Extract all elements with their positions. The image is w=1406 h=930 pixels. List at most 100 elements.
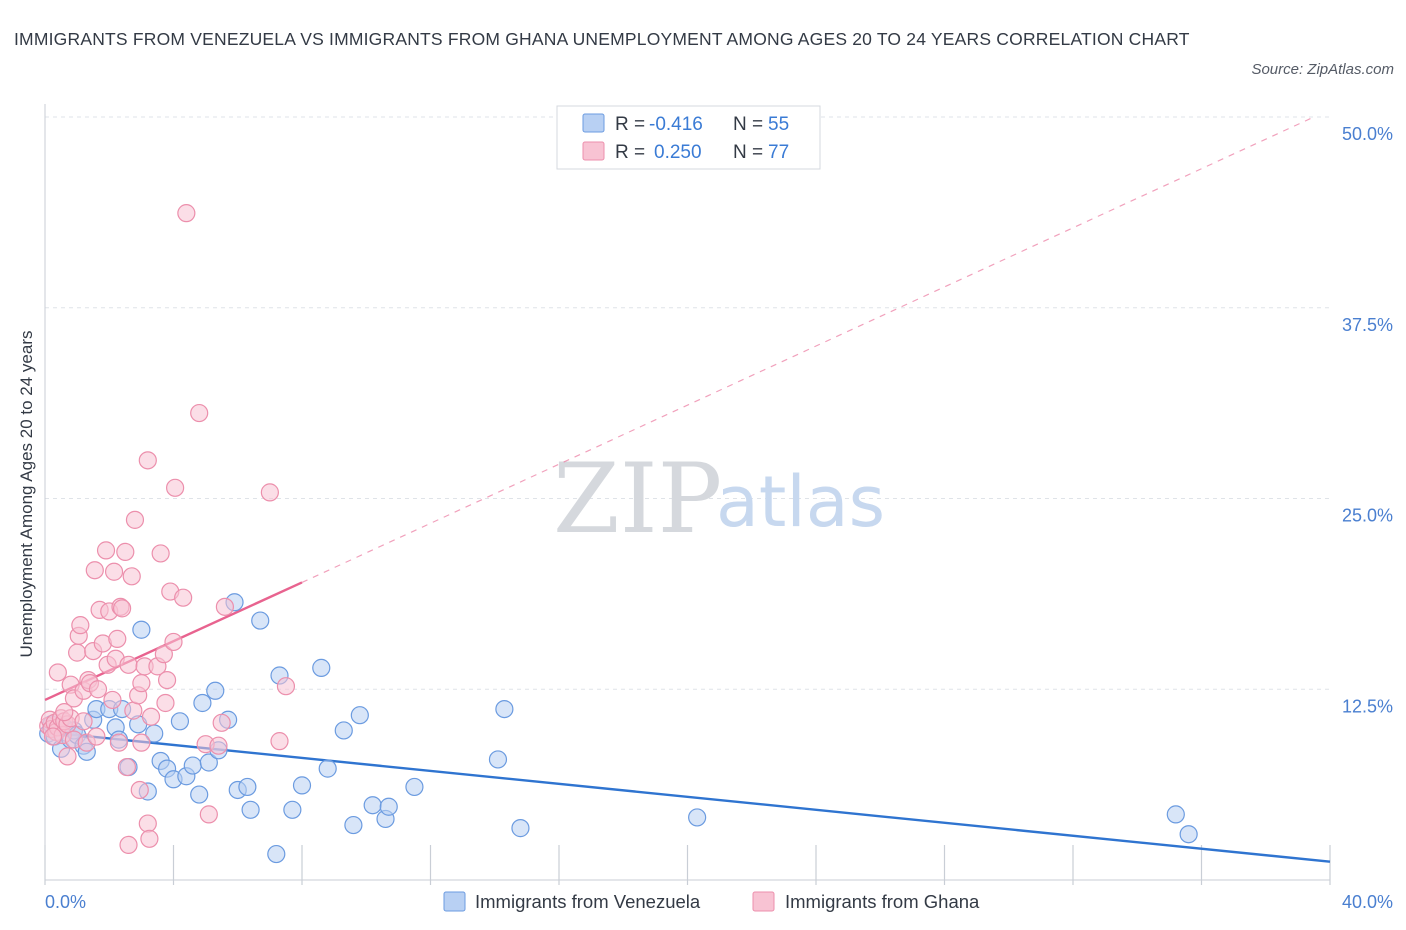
data-point-ghana <box>124 701 143 720</box>
chart-title: IMMIGRANTS FROM VENEZUELA VS IMMIGRANTS … <box>14 29 1190 49</box>
data-point-ghana <box>276 677 296 696</box>
data-point-ghana <box>87 727 106 746</box>
data-point-ghana <box>103 690 122 710</box>
data-point-ghana <box>174 588 193 607</box>
data-point-venezuela <box>193 693 212 713</box>
data-point-ghana <box>122 567 141 586</box>
data-point-ghana <box>112 599 132 618</box>
data-point-venezuela <box>199 753 218 772</box>
data-point-ghana <box>209 736 228 755</box>
data-point-ghana <box>125 510 145 529</box>
data-point-ghana <box>116 542 135 562</box>
data-point-ghana <box>74 712 93 731</box>
y-tick-label: 37.5% <box>1342 315 1393 335</box>
series-legend: Immigrants from Venezuela Immigrants fro… <box>443 891 980 912</box>
data-point-venezuela <box>183 756 202 775</box>
data-point-ghana <box>157 670 177 690</box>
data-point-ghana <box>119 835 138 855</box>
watermark: ZIP atlas <box>553 443 885 555</box>
data-point-ghana <box>154 645 173 664</box>
series-legend-swatch-ghana <box>752 891 775 912</box>
series-legend-label-ghana: Immigrants from Ghana <box>785 891 980 912</box>
legend-n-label-ghana: N = <box>733 142 763 163</box>
data-point-ghana <box>119 655 138 674</box>
data-point-ghana <box>132 674 151 693</box>
data-point-venezuela <box>206 681 225 700</box>
x-tick-label-max: 40.0% <box>1342 892 1393 912</box>
data-point-ghana <box>68 643 87 662</box>
data-point-ghana <box>130 780 149 800</box>
data-point-venezuela <box>312 658 331 677</box>
data-point-venezuela <box>132 620 151 639</box>
data-point-ghana <box>140 829 159 848</box>
axes <box>44 104 1331 885</box>
data-point-venezuela <box>283 800 302 819</box>
data-point-ghana <box>177 204 196 223</box>
data-point-ghana <box>138 451 157 470</box>
legend-n-value-venezuela: 55 <box>768 114 789 135</box>
data-point-ghana <box>164 632 183 652</box>
data-point-ghana <box>260 483 279 502</box>
data-point-ghana <box>138 814 157 833</box>
data-point-venezuela <box>238 777 257 797</box>
legend-swatch-venezuela <box>582 113 605 133</box>
data-point-venezuela <box>688 808 707 827</box>
trend-line-venezuela <box>44 730 1331 863</box>
data-point-venezuela <box>344 815 363 835</box>
data-point-ghana <box>43 727 63 746</box>
data-point-ghana <box>55 703 74 722</box>
legend-swatch-ghana <box>582 141 605 161</box>
tick-labels: 12.5% 25.0% 37.5% 50.0% 0.0% 40.0% <box>45 124 1393 912</box>
data-point-ghana <box>96 541 116 560</box>
trend-extension-ghana <box>301 116 1315 583</box>
data-point-venezuela <box>379 797 398 816</box>
legend-n-value-ghana: 77 <box>768 142 789 163</box>
data-point-venezuela <box>318 759 337 778</box>
data-point-venezuela <box>170 712 190 731</box>
data-point-ghana <box>151 544 170 563</box>
series-ghana-points <box>39 204 296 855</box>
data-point-ghana <box>109 733 128 752</box>
data-point-venezuela <box>405 777 424 797</box>
data-point-venezuela <box>267 844 286 864</box>
data-point-venezuela <box>350 706 369 725</box>
y-tick-label: 50.0% <box>1342 124 1393 144</box>
data-points <box>39 204 1198 864</box>
data-point-ghana <box>85 561 104 580</box>
data-point-venezuela <box>511 819 530 838</box>
data-point-ghana <box>58 747 77 766</box>
data-point-venezuela <box>495 699 514 719</box>
data-point-ghana <box>71 616 90 635</box>
series-legend-swatch-venezuela <box>443 891 466 912</box>
y-axis-label: Unemployment Among Ages 20 to 24 years <box>17 331 36 658</box>
legend-r-label-ghana: R = <box>615 142 645 163</box>
legend-r-value-ghana: 0.250 <box>654 142 702 163</box>
data-point-ghana <box>212 713 231 732</box>
data-point-venezuela <box>292 776 312 795</box>
data-point-ghana <box>88 680 108 699</box>
data-point-ghana <box>132 733 151 752</box>
data-point-ghana <box>141 707 161 726</box>
data-point-ghana <box>166 478 185 497</box>
data-point-venezuela <box>363 796 382 815</box>
data-point-venezuela <box>1179 825 1198 844</box>
data-point-venezuela <box>190 785 209 804</box>
data-point-venezuela <box>334 721 353 740</box>
source-note: Source: ZipAtlas.com <box>1251 61 1394 78</box>
legend-r-value-venezuela: -0.416 <box>649 114 703 135</box>
data-point-ghana <box>190 403 209 423</box>
watermark-atlas: atlas <box>716 461 885 543</box>
legend-r-label-venezuela: R = <box>615 114 645 135</box>
data-point-ghana <box>108 629 127 648</box>
watermark-zip: ZIP <box>553 443 722 555</box>
data-point-ghana <box>104 562 124 581</box>
data-point-venezuela <box>1166 805 1185 824</box>
stats-legend: R = -0.416 N = 55 R = 0.250 N = 77 <box>556 105 821 170</box>
data-point-venezuela <box>241 800 260 819</box>
series-legend-label-venezuela: Immigrants from Venezuela <box>475 891 701 912</box>
data-point-venezuela <box>488 750 508 769</box>
data-point-ghana <box>156 693 175 713</box>
data-point-ghana <box>215 597 234 616</box>
data-point-ghana <box>48 663 67 682</box>
